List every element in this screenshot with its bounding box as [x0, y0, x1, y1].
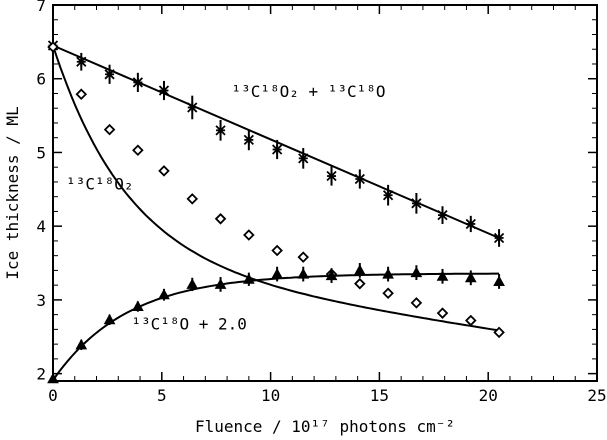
- point-diamond: [410, 297, 423, 309]
- point-triangle: [103, 313, 116, 325]
- point-triangle: [132, 300, 144, 312]
- y-tick-label: 3: [36, 291, 46, 310]
- point-triangle: [493, 275, 505, 286]
- y-tick-label: 4: [36, 217, 46, 236]
- y-tick-label: 6: [36, 70, 46, 89]
- point-triangle: [353, 264, 366, 275]
- point-diamond: [297, 251, 310, 263]
- point-diamond: [243, 229, 255, 241]
- point-triangle: [75, 338, 88, 350]
- point-asterisk: [298, 153, 309, 164]
- x-axis-title: Fluence / 10¹⁷ photons cm⁻²: [195, 417, 455, 436]
- fit-curve-1: [52, 45, 500, 332]
- y-tick-label: 2: [36, 365, 46, 384]
- point-diamond: [436, 307, 449, 319]
- point-asterisk: [187, 102, 198, 113]
- point-diamond: [132, 144, 144, 157]
- point-asterisk: [76, 56, 87, 67]
- point-triangle: [158, 288, 170, 300]
- fit-curve-2: [52, 272, 500, 381]
- point-asterisk: [132, 77, 144, 88]
- point-diamond: [465, 314, 477, 327]
- axis-ticks: 0 5 10 15 20 25 2 3 4 5 6 7: [36, 0, 606, 405]
- point-diamond: [186, 193, 199, 205]
- x-tick-label: 0: [48, 386, 58, 405]
- x-tick-label: 15: [370, 386, 389, 405]
- point-asterisk: [104, 69, 115, 80]
- point-triangle: [47, 372, 59, 384]
- point-triangle: [242, 273, 255, 284]
- point-asterisk: [354, 173, 365, 185]
- point-asterisk: [465, 218, 476, 230]
- point-asterisk: [271, 144, 283, 155]
- point-asterisk: [382, 190, 394, 201]
- point-diamond: [493, 326, 505, 339]
- point-asterisk: [493, 232, 505, 244]
- point-diamond: [214, 213, 227, 225]
- point-diamond: [75, 88, 88, 100]
- y-tick-label: 5: [36, 143, 46, 162]
- x-tick-label: 20: [479, 386, 498, 405]
- point-diamond: [103, 123, 116, 136]
- point-asterisk: [158, 85, 170, 96]
- y-tick-label: 7: [36, 0, 46, 15]
- point-triangle: [436, 270, 449, 281]
- fit-curves: [52, 44, 500, 381]
- point-diamond: [47, 41, 59, 53]
- point-triangle: [297, 268, 310, 279]
- annotation-co: ¹³C¹⁸O + 2.0: [131, 314, 247, 333]
- point-triangle: [214, 278, 227, 289]
- point-triangle: [271, 268, 283, 279]
- point-diamond: [271, 244, 283, 257]
- x-tick-label: 25: [587, 386, 606, 405]
- point-triangle: [464, 271, 477, 283]
- data-marks: [47, 38, 505, 384]
- point-asterisk: [243, 134, 254, 146]
- point-diamond: [158, 165, 170, 177]
- fit-curve-0: [52, 44, 500, 239]
- x-tick-label: 5: [157, 386, 167, 405]
- point-diamond: [354, 277, 366, 290]
- y-axis-title: Ice thickness / ML: [3, 106, 22, 279]
- annotation-co2: ¹³C¹⁸O₂: [66, 174, 133, 193]
- point-triangle: [410, 266, 423, 278]
- plot-frame: [52, 4, 598, 382]
- x-tick-label: 10: [261, 386, 280, 405]
- point-asterisk: [215, 125, 226, 136]
- point-asterisk: [411, 198, 422, 209]
- point-asterisk: [437, 209, 448, 221]
- annotation-sum: ¹³C¹⁸O₂ + ¹³C¹⁸O: [231, 82, 385, 101]
- point-triangle: [382, 268, 394, 279]
- point-triangle: [325, 269, 338, 281]
- point-triangle: [186, 278, 199, 289]
- point-diamond: [382, 287, 394, 300]
- point-asterisk: [326, 170, 337, 182]
